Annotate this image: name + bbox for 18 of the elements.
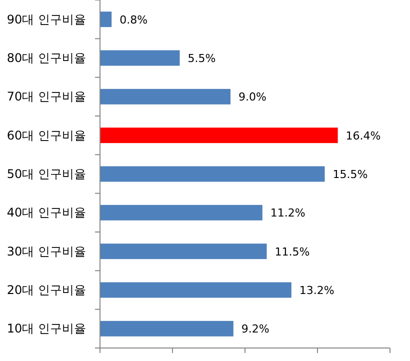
y-tick-label: 10대 인구비율 [6,322,86,336]
y-tick-label: 50대 인구비율 [6,167,86,181]
y-tick-label: 40대 인구비율 [6,206,86,220]
data-label: 11.2% [270,206,306,220]
data-label: 13.2% [299,284,334,297]
data-label: 15.5% [332,168,368,181]
data-label: 9.2% [241,322,270,336]
y-tick-label: 60대 인구비율 [6,128,86,142]
y-tick-label: 70대 인구비율 [6,90,86,104]
y-tick-label: 80대 인구비율 [6,51,86,65]
y-tick-label: 20대 인구비율 [6,283,86,297]
data-label: 16.4% [346,129,381,142]
data-label: 9.0% [238,90,266,104]
data-label: 11.5% [274,245,310,258]
data-label: 5.5% [188,52,216,65]
data-label: 0.8% [120,13,148,26]
y-tick-label: 90대 인구비율 [6,12,86,26]
y-tick-label: 30대 인구비율 [6,244,86,258]
